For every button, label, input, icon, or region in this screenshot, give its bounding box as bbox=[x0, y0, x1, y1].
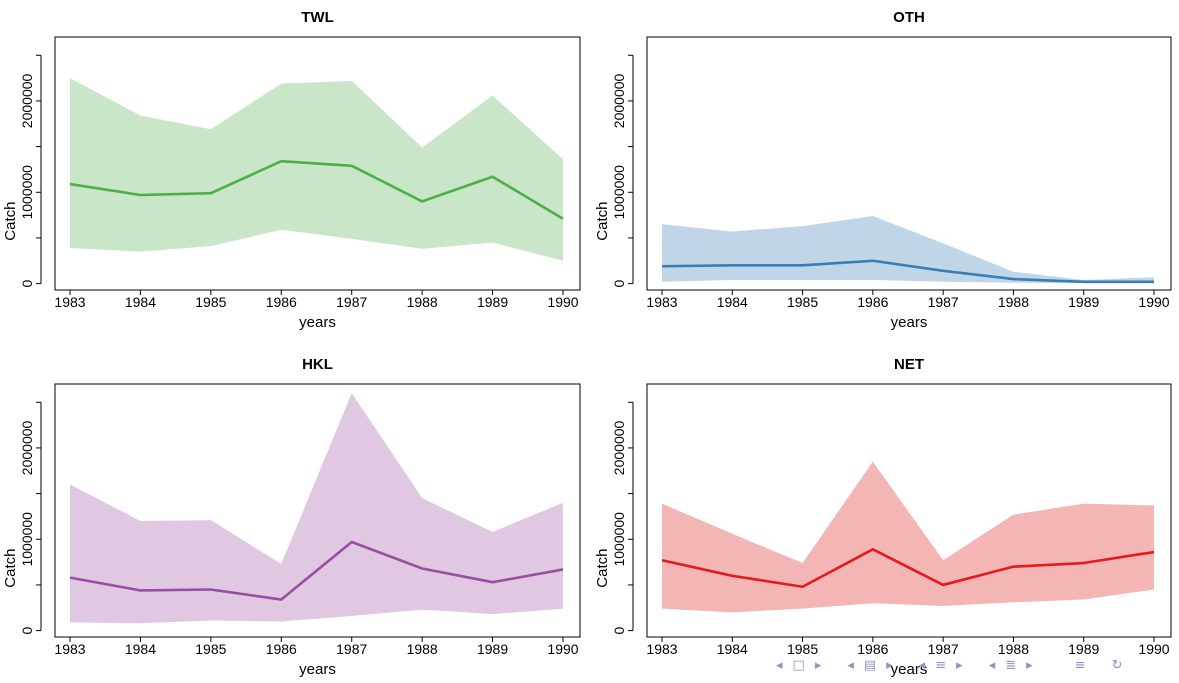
x-tick-label: 1990 bbox=[547, 294, 578, 310]
x-tick-label: 1988 bbox=[407, 294, 438, 310]
nav-align-icon[interactable]: ≡ bbox=[1074, 657, 1086, 673]
y-tick-label: 0 bbox=[19, 280, 35, 288]
series-line bbox=[661, 259, 1154, 284]
chart-title: OTH bbox=[893, 9, 925, 26]
x-tick-label: 1989 bbox=[1068, 294, 1099, 310]
plot-frame bbox=[54, 36, 581, 291]
x-tick-label: 1986 bbox=[857, 641, 888, 657]
y-tick-label: 1000000 bbox=[611, 512, 627, 567]
x-tick-label: 1983 bbox=[54, 294, 85, 310]
nav-prev-section-icon[interactable]: ◂ bbox=[918, 657, 926, 673]
series-line bbox=[69, 159, 564, 220]
plot-frame bbox=[646, 383, 1172, 638]
panel-oth: 1983 1984 1985 1986 1987 1988 1989 1990 0 1000000… bbox=[594, 9, 1172, 331]
chart-title: HKL bbox=[302, 356, 333, 373]
x-axis-label: years bbox=[891, 661, 928, 678]
x-tick-label: 1990 bbox=[1138, 294, 1169, 310]
x-tick-label: 1988 bbox=[998, 294, 1029, 310]
panel-twl: 1983 1984 1985 1986 1987 1988 1989 1990 0 1000000… bbox=[2, 9, 581, 331]
confidence-band bbox=[70, 393, 563, 624]
x-tick-label: 1990 bbox=[1138, 641, 1169, 657]
plot-frame bbox=[646, 36, 1172, 291]
nav-frame-icon[interactable]: □ bbox=[792, 657, 805, 673]
nav-next-subsection-icon[interactable]: ▸ bbox=[886, 657, 893, 673]
x-tick-label: 1984 bbox=[717, 294, 748, 310]
x-tick-label: 1986 bbox=[266, 294, 297, 310]
x-tick-label: 1989 bbox=[477, 641, 508, 657]
x-tick-label: 1984 bbox=[125, 641, 156, 657]
y-tick-label: 1000000 bbox=[19, 512, 35, 567]
panel-hkl: 1983 1984 1985 1986 1987 1988 1989 1990 0 1000000… bbox=[2, 356, 581, 678]
x-tick-label: 1988 bbox=[998, 641, 1029, 657]
beamer-navigation: ◂ □ ▸ ◂ ▤ ▸ ◂ ≡ ▸ ◂ ≣ ▸ ≡ ↻ bbox=[776, 655, 1122, 675]
y-tick-label: 2000000 bbox=[19, 73, 35, 128]
nav-prev-frame-icon[interactable]: ◂ bbox=[776, 657, 783, 673]
nav-search-icon[interactable]: ↻ bbox=[1111, 657, 1123, 673]
nav-prev-subsection-icon[interactable]: ◂ bbox=[847, 657, 854, 673]
confidence-band bbox=[662, 216, 1154, 284]
y-axis-label: Catch bbox=[2, 202, 19, 241]
x-tick-label: 1986 bbox=[266, 641, 297, 657]
x-tick-label: 1985 bbox=[195, 294, 226, 310]
confidence-band bbox=[662, 461, 1154, 613]
y-tick-label: 1000000 bbox=[19, 165, 35, 220]
x-tick-label: 1990 bbox=[547, 641, 578, 657]
x-tick-label: 1984 bbox=[717, 641, 748, 657]
nav-section-icon[interactable]: ≡ bbox=[935, 657, 947, 673]
x-tick-label: 1983 bbox=[54, 641, 85, 657]
x-tick-label: 1986 bbox=[857, 294, 888, 310]
chart-title: TWL bbox=[301, 9, 333, 26]
x-tick-label: 1985 bbox=[787, 294, 818, 310]
nav-next-section-icon[interactable]: ▸ bbox=[956, 657, 963, 673]
y-axis-label: Catch bbox=[594, 549, 611, 588]
x-tick-label: 1989 bbox=[477, 294, 508, 310]
y-tick-label: 0 bbox=[611, 627, 627, 635]
nav-subsubsection-icon[interactable]: ≣ bbox=[1005, 657, 1017, 673]
x-tick-label: 1987 bbox=[336, 294, 367, 310]
y-tick-label: 2000000 bbox=[611, 73, 627, 128]
x-tick-label: 1987 bbox=[928, 294, 959, 310]
y-tick-label: 2000000 bbox=[19, 420, 35, 475]
nav-next-frame-icon[interactable]: ▸ bbox=[814, 657, 822, 673]
y-axis-label: Catch bbox=[2, 549, 19, 588]
nav-prev-subsubsection-icon[interactable]: ◂ bbox=[988, 657, 996, 673]
nav-next-subsubsection-icon[interactable]: ▸ bbox=[1026, 657, 1033, 673]
x-tick-label: 1988 bbox=[407, 641, 438, 657]
series-line bbox=[661, 548, 1155, 589]
x-tick-label: 1985 bbox=[195, 641, 226, 657]
y-tick-label: 0 bbox=[19, 627, 35, 635]
y-tick-label: 1000000 bbox=[611, 165, 627, 220]
x-axis-label: years bbox=[299, 661, 336, 678]
y-tick-label: 0 bbox=[611, 280, 627, 288]
plot-frame bbox=[54, 383, 581, 638]
x-tick-label: 1983 bbox=[646, 641, 677, 657]
x-axis-label: years bbox=[891, 314, 928, 331]
series-line bbox=[69, 540, 564, 601]
x-tick-label: 1989 bbox=[1068, 641, 1099, 657]
x-tick-label: 1983 bbox=[646, 294, 677, 310]
x-tick-label: 1984 bbox=[125, 294, 156, 310]
x-tick-label: 1987 bbox=[928, 641, 959, 657]
panel-net: 1983 1984 1985 1986 1987 1988 1989 1990 0 1000000… bbox=[594, 356, 1172, 678]
x-tick-label: 1985 bbox=[787, 641, 818, 657]
x-tick-label: 1987 bbox=[336, 641, 367, 657]
y-axis-label: Catch bbox=[594, 202, 611, 241]
x-axis-label: years bbox=[299, 314, 336, 331]
confidence-band bbox=[70, 78, 563, 261]
chart-title: NET bbox=[894, 356, 924, 373]
nav-subsection-icon[interactable]: ▤ bbox=[863, 657, 877, 673]
y-tick-label: 2000000 bbox=[611, 420, 627, 475]
